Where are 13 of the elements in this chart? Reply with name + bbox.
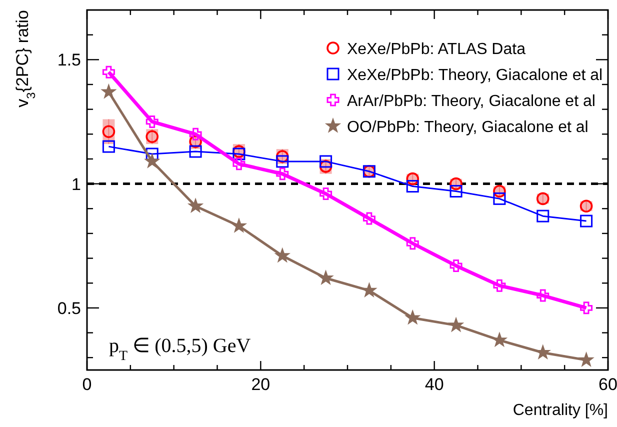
legend-label: ArAr/PbPb: Theory, Giacalone et al <box>347 93 596 110</box>
legend-label: XeXe/PbPb: ATLAS Data <box>347 41 526 58</box>
x-tick-label: 20 <box>251 375 270 394</box>
x-tick-label: 0 <box>82 375 92 394</box>
x-tick-label: 40 <box>424 375 444 394</box>
x-axis-title: Centrality [%] <box>512 402 608 419</box>
x-tick-label: 60 <box>598 375 617 394</box>
annotation: p$_{T}$ ∈ (0.5,5) GeV <box>109 335 252 364</box>
y-tick-label: 0.5 <box>57 298 81 318</box>
legend-label: OO/PbPb: Theory, Giacalone et al <box>347 119 588 136</box>
legend-label: XeXe/PbPb: Theory, Giacalone et al <box>347 67 603 84</box>
y-tick-label: 1.5 <box>57 50 81 70</box>
y-tick-label: 1 <box>72 174 81 194</box>
